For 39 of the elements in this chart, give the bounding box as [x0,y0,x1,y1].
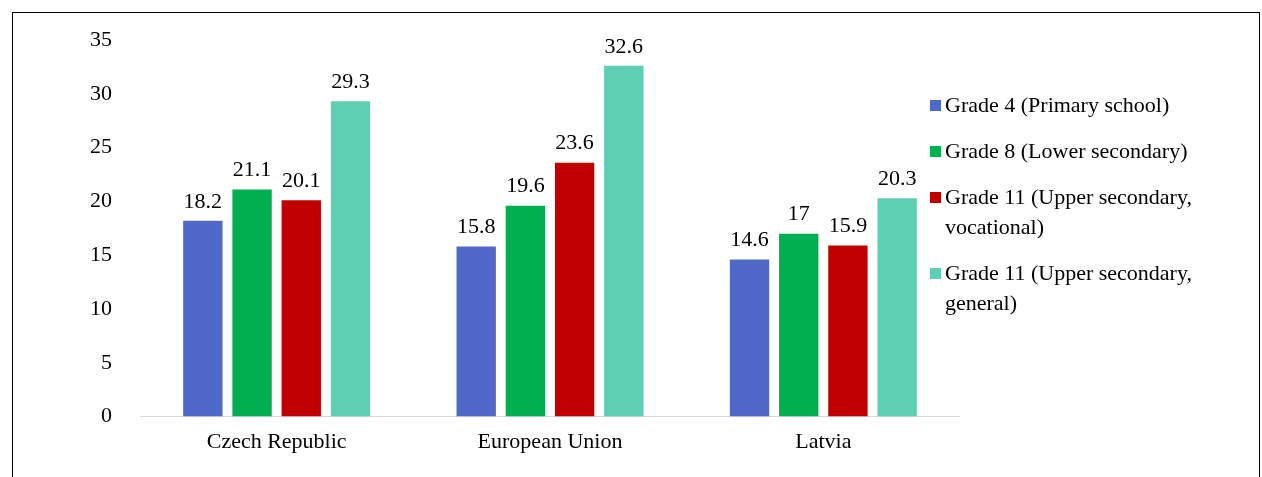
data-label: 23.6 [555,129,594,155]
y-tick-label: 35 [90,25,112,51]
x-tick-label: Latvia [795,427,852,453]
bar [330,101,371,417]
data-label: 19.6 [506,172,545,198]
x-tick-label: Czech Republic [206,427,347,453]
bar [232,189,272,417]
y-tick-label: 25 [90,133,112,159]
bar [505,205,546,417]
data-label: 20.1 [282,167,321,193]
bar [779,233,819,417]
bar [828,245,868,417]
data-label: 32.6 [604,32,644,58]
data-label: 15.9 [828,212,868,238]
bar [877,198,917,417]
bar [183,220,223,417]
y-tick-label: 10 [90,294,112,320]
bar [604,65,644,417]
x-tick-label: European Union [477,427,623,453]
data-label: 15.8 [456,213,496,239]
legend-label: Grade 4 (Primary school) [945,91,1170,119]
legend-label: Grade 8 (Lower secondary) [945,137,1188,165]
data-label: 17 [787,200,810,226]
data-label: 21.1 [232,156,272,182]
data-label: 18.2 [183,187,223,213]
bar [456,246,496,417]
bar [554,162,595,417]
bar [281,200,321,417]
bar [729,259,770,417]
data-label: 29.3 [331,68,370,94]
y-tick-label: 20 [90,187,112,213]
data-label: 14.6 [730,226,769,252]
legend-label: Grade 11 (Upper secondary, vocational) [945,183,1193,241]
y-tick-label: 15 [90,240,112,266]
data-label: 20.3 [877,164,917,190]
y-tick-label: 30 [90,79,112,105]
legend-label: Grade 11 (Upper secondary, general) [945,259,1193,317]
y-tick-label: 5 [101,348,112,374]
y-tick-label: 0 [101,402,112,428]
